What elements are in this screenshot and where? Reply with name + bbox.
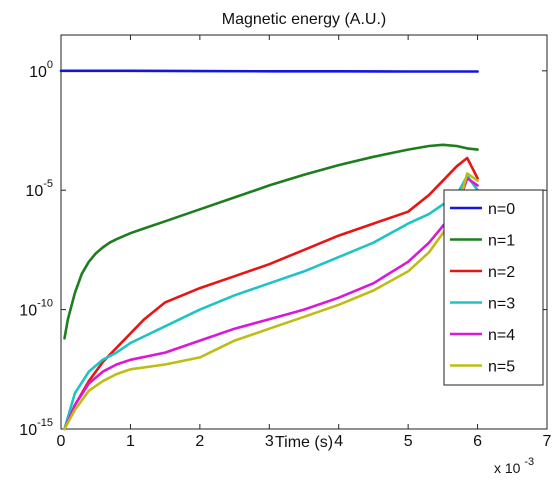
x-axis-multiplier: x 10 -3 <box>494 456 534 476</box>
x-tick-label: 1 <box>126 433 135 450</box>
series-line-n1 <box>63 143 479 340</box>
x-tick-label: 2 <box>195 433 204 450</box>
legend-label-n4: n=4 <box>488 327 515 344</box>
legend-label-n0: n=0 <box>488 201 515 218</box>
y-tick-label: 100 <box>29 59 53 81</box>
x-axis-multiplier-base: x 10 <box>494 460 521 476</box>
legend: n=0 n=1 n=2 n=3 n=4 n=5 <box>443 189 544 386</box>
x-tick-label: 4 <box>334 433 343 450</box>
y-tick-label-exponent: -10 <box>37 298 53 310</box>
y-tick-label-exponent: -5 <box>43 178 53 190</box>
x-axis: 0 1 2 3 4 5 6 7 <box>57 35 552 450</box>
x-tick-label: 7 <box>543 433 552 450</box>
x-tick-label: 5 <box>404 433 413 450</box>
legend-label-n1: n=1 <box>488 233 515 250</box>
y-tick-label-exponent: 0 <box>47 59 53 71</box>
legend-label-n3: n=3 <box>488 296 515 313</box>
y-tick-label-exponent: -15 <box>37 417 53 429</box>
legend-label-n5: n=5 <box>488 359 515 376</box>
y-tick-label-base: 10 <box>25 183 43 200</box>
chart-title: Magnetic energy (A.U.) <box>222 11 387 28</box>
series-lines <box>59 69 479 431</box>
series-line-n5 <box>63 172 479 431</box>
y-tick-label-base: 10 <box>19 422 37 439</box>
x-axis-label: Time (s) <box>275 434 333 451</box>
series-line-n0 <box>59 69 479 73</box>
y-tick-label: 10-10 <box>19 298 53 320</box>
legend-box <box>443 189 544 386</box>
x-tick-label: 3 <box>265 433 274 450</box>
legend-label-n2: n=2 <box>488 264 515 281</box>
series-line-n4 <box>63 177 479 431</box>
x-axis-multiplier-exponent: -3 <box>524 456 534 468</box>
series-line-n3 <box>63 174 479 431</box>
x-tick-label: 0 <box>57 433 66 450</box>
y-tick-label-base: 10 <box>29 64 47 81</box>
y-tick-label-base: 10 <box>19 303 37 320</box>
y-tick-label: 10-15 <box>19 417 53 439</box>
x-tick-label: 6 <box>473 433 482 450</box>
y-tick-label: 10-5 <box>25 178 53 200</box>
